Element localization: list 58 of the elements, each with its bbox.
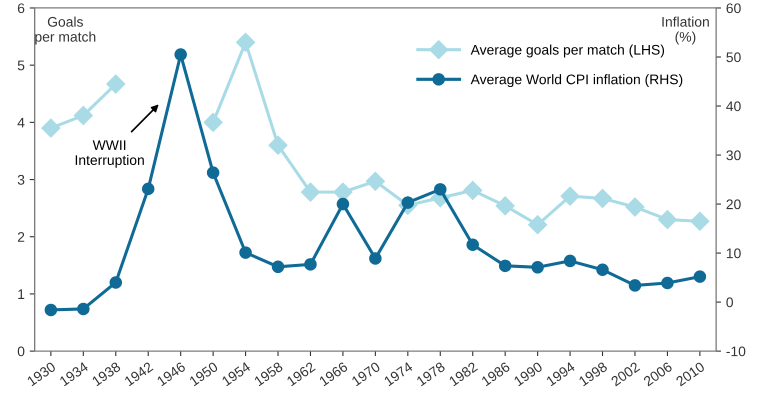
point [690, 212, 710, 231]
y-tick-label: 2 [18, 232, 24, 242]
point [496, 196, 515, 216]
point [528, 215, 548, 234]
point [560, 186, 580, 206]
point [366, 172, 385, 191]
point [661, 276, 674, 290]
point [694, 270, 706, 283]
point [74, 106, 93, 126]
legend-label: Average goals per match (LHS) [470, 44, 664, 58]
point [336, 198, 350, 210]
point [204, 112, 223, 132]
point [272, 260, 284, 274]
y-tick-label: 1 [18, 289, 24, 299]
y-tick-label: 5 [18, 60, 24, 70]
legend-label: Average World CPI inflation (RHS) [470, 74, 682, 88]
point [300, 182, 320, 202]
y2-tick-label: 50 [726, 52, 741, 62]
point [236, 32, 256, 52]
y2-tick-label: 40 [726, 101, 741, 112]
annotation: WWII Interruption [76, 140, 144, 168]
point [531, 261, 544, 274]
point [628, 279, 642, 292]
y-axis-title: Goals per match [35, 16, 96, 44]
point [596, 263, 609, 276]
point [498, 260, 512, 272]
point [174, 48, 187, 61]
point [625, 197, 645, 217]
y2-axis-title: Inflation (%) [662, 16, 709, 44]
point [466, 238, 479, 251]
point [434, 183, 447, 196]
y-tick-label: 3 [18, 174, 24, 185]
point [304, 258, 317, 271]
y-tick-label: 6 [18, 3, 24, 14]
x-tick-label: 1990 [513, 361, 544, 386]
point [592, 188, 612, 208]
x-tick-label: 1950 [188, 361, 219, 386]
point [463, 180, 482, 200]
point [44, 304, 58, 316]
y2-tick-label: 10 [726, 248, 741, 258]
y2-tick-label: 60 [726, 3, 741, 14]
point [110, 276, 122, 289]
point [658, 210, 677, 230]
y2-tick-label: 30 [726, 150, 741, 160]
y-tick-label: 0 [18, 346, 24, 356]
point [206, 166, 220, 179]
point [564, 254, 576, 268]
point [369, 252, 382, 265]
point [106, 74, 126, 94]
point [142, 182, 154, 196]
y-tick-label: 4 [18, 118, 25, 128]
y2-tick-label: 0 [726, 297, 734, 308]
point [77, 302, 90, 316]
point [239, 246, 252, 259]
y2-tick-label: 20 [726, 199, 741, 210]
point [268, 136, 288, 155]
point [41, 118, 60, 138]
y2-tick-label: -10 [726, 346, 746, 356]
